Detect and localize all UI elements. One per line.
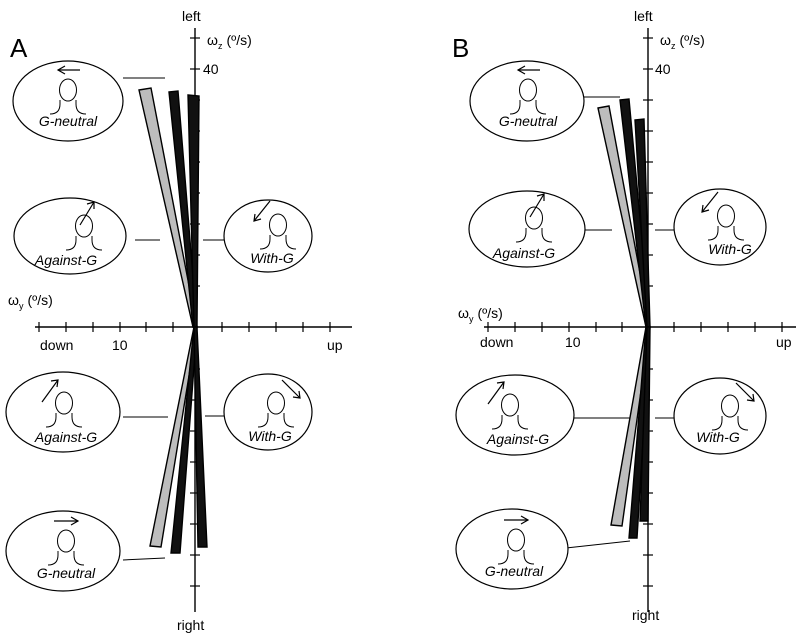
head-arrow-left-icon bbox=[509, 65, 547, 115]
bar-withg-down-dark bbox=[193, 326, 208, 548]
head-arrow-down-left-icon bbox=[701, 191, 745, 241]
head-arrow-down-right-icon bbox=[711, 382, 755, 431]
bubble-label: G-neutral bbox=[499, 113, 558, 129]
omega-z-label: ωz (º/s) bbox=[207, 32, 252, 51]
omega-z-subscript: z bbox=[671, 41, 676, 51]
axis-label-right: up bbox=[327, 337, 343, 353]
omega-z-label: ωz (º/s) bbox=[660, 32, 705, 51]
bubble-g-neutral-top: G-neutral bbox=[469, 60, 585, 142]
panel-b: B left ωz (º/s) 40 ωy (º/s) down 10 bbox=[452, 8, 796, 623]
head-arrow-down-right-icon bbox=[257, 379, 301, 428]
bubble-label: Against-G bbox=[486, 431, 549, 447]
leader-lines bbox=[565, 96, 675, 549]
head-arrow-up-left-icon bbox=[515, 193, 553, 243]
tick-label-z: 40 bbox=[203, 61, 219, 77]
bubble-g-neutral-bottom: G-neutral bbox=[455, 508, 569, 590]
omega-y-unit: (º/s) bbox=[477, 305, 502, 321]
omega-z-symbol: ω bbox=[660, 32, 671, 48]
axis-label-bottom: right bbox=[632, 607, 659, 623]
omega-y-symbol: ω bbox=[458, 305, 469, 321]
velocity-bars bbox=[597, 98, 651, 539]
bubble-label: Against-G bbox=[34, 429, 97, 445]
bubble-label: With-G bbox=[248, 428, 292, 444]
bubble-against-g-bottom: Against-G bbox=[455, 374, 575, 456]
bubble-with-g-top: With-G bbox=[673, 188, 767, 266]
bubble-label: Against-G bbox=[492, 245, 555, 261]
axis-label-left: down bbox=[40, 337, 73, 353]
bubble-g-neutral-bottom: G-neutral bbox=[5, 510, 121, 592]
axis-label-left: down bbox=[480, 334, 513, 350]
omega-z-symbol: ω bbox=[207, 32, 218, 48]
axis-label-top: left bbox=[634, 8, 653, 24]
head-arrow-right-icon bbox=[47, 516, 85, 566]
omega-y-symbol: ω bbox=[8, 292, 19, 308]
bubble-label: With-G bbox=[250, 250, 294, 266]
bubble-against-g-top: Against-G bbox=[468, 190, 586, 268]
y-axis-ticks bbox=[38, 322, 331, 332]
bubble-with-g-bottom: With-G bbox=[223, 373, 313, 451]
tick-label-z: 40 bbox=[655, 61, 671, 77]
velocity-bars bbox=[138, 87, 208, 554]
tick-label-y: 10 bbox=[112, 337, 128, 353]
axis-label-right: up bbox=[776, 334, 792, 350]
bubble-g-neutral-top: G-neutral bbox=[12, 60, 124, 142]
bubble-label: Against-G bbox=[34, 252, 97, 268]
head-arrow-up-right-icon bbox=[487, 381, 529, 430]
panel-letter: A bbox=[10, 33, 28, 63]
bubble-with-g-bottom: With-G bbox=[673, 377, 767, 455]
omega-y-unit: (º/s) bbox=[27, 292, 52, 308]
omega-y-label: ωy (º/s) bbox=[458, 305, 503, 324]
y-axis-ticks bbox=[487, 322, 783, 332]
axis-label-bottom: right bbox=[177, 617, 204, 633]
bubble-with-g-top: With-G bbox=[223, 199, 313, 273]
head-arrow-right-icon bbox=[497, 515, 535, 565]
head-arrow-down-left-icon bbox=[253, 200, 297, 250]
bubble-label: G-neutral bbox=[39, 113, 98, 129]
bubble-label: With-G bbox=[696, 429, 740, 445]
bubble-label: G-neutral bbox=[37, 565, 96, 581]
axis-label-top: left bbox=[182, 8, 201, 24]
head-arrow-left-icon bbox=[49, 65, 87, 115]
panel-letter: B bbox=[452, 33, 469, 63]
head-arrow-up-right-icon bbox=[41, 379, 83, 428]
omega-y-label: ωy (º/s) bbox=[8, 292, 53, 311]
bar-withg-down-dark bbox=[639, 326, 651, 522]
omega-z-subscript: z bbox=[218, 41, 223, 51]
bubble-label: G-neutral bbox=[485, 563, 544, 579]
omega-y-subscript: y bbox=[469, 314, 474, 324]
omega-z-unit: (º/s) bbox=[226, 32, 251, 48]
head-arrow-up-left-icon bbox=[65, 201, 103, 251]
tick-label-y: 10 bbox=[565, 334, 581, 350]
omega-y-subscript: y bbox=[19, 301, 24, 311]
bubble-against-g-top: Against-G bbox=[13, 197, 127, 275]
panel-a: A left ωz (º/s) 40 ωy (º/s) down 10 bbox=[5, 8, 352, 633]
omega-z-unit: (º/s) bbox=[679, 32, 704, 48]
bubble-label: With-G bbox=[708, 241, 752, 257]
bubble-against-g-bottom: Against-G bbox=[5, 371, 121, 453]
leader-lines bbox=[122, 77, 226, 561]
